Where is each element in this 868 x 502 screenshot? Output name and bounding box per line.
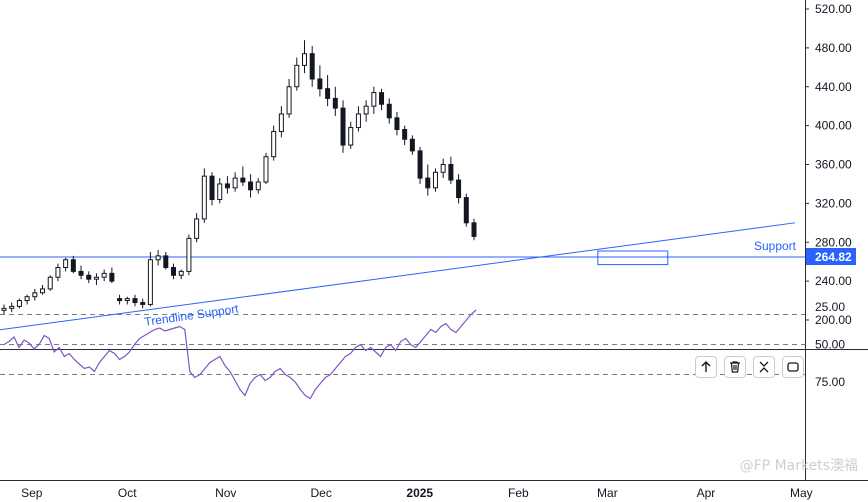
- candle-body: [47, 276, 53, 290]
- candle-body: [194, 218, 200, 239]
- price-tick-label: 400.00: [815, 119, 852, 133]
- candle-body: [101, 272, 107, 278]
- price-tick-label: 480.00: [815, 41, 852, 55]
- price-tick-label: 360.00: [815, 158, 852, 172]
- candle-body: [317, 78, 323, 90]
- candle-body: [294, 64, 300, 88]
- time-axis-label: May: [790, 486, 813, 500]
- maximize-icon[interactable]: [782, 356, 804, 378]
- collapse-icon[interactable]: [753, 356, 775, 378]
- price-highlight-box: [597, 250, 669, 266]
- candle-body: [371, 92, 377, 107]
- candle-body: [78, 270, 84, 276]
- price-label-background: [806, 248, 856, 266]
- time-axis-label: Oct: [118, 486, 137, 500]
- candle-body: [209, 175, 215, 200]
- candle-body: [117, 298, 123, 302]
- support-label: Support: [754, 239, 797, 253]
- candle-body: [386, 103, 392, 119]
- candle-body: [402, 129, 408, 140]
- candle-body: [63, 259, 69, 269]
- price-label: 264.82: [815, 250, 852, 264]
- candle-body: [40, 288, 46, 294]
- trash-icon[interactable]: [724, 356, 746, 378]
- candle-body: [379, 92, 385, 105]
- candle-body: [217, 183, 223, 200]
- candle-body: [147, 259, 153, 305]
- price-tick-label: 320.00: [815, 196, 852, 210]
- candle-body: [425, 177, 431, 189]
- candle-body: [348, 127, 354, 146]
- price-tick-label: 520.00: [815, 2, 852, 16]
- candle-body: [163, 255, 169, 269]
- candle-body: [24, 296, 30, 302]
- candle-body: [363, 105, 369, 115]
- candle-body: [186, 237, 192, 272]
- candle-body: [271, 130, 277, 158]
- candle-body: [325, 88, 331, 99]
- time-axis-label: Nov: [215, 486, 236, 500]
- rsi-line: [3, 309, 477, 400]
- candle-body: [332, 97, 338, 109]
- candle-body: [32, 292, 38, 298]
- candle-body: [432, 171, 438, 189]
- candle-body: [248, 181, 254, 191]
- candle-body: [340, 107, 346, 146]
- candle-body: [301, 53, 307, 66]
- price-tick-label: 240.00: [815, 274, 852, 288]
- candle-body: [263, 156, 269, 183]
- rsi-tick-label: 25.00: [815, 300, 845, 314]
- candle-body: [1, 307, 7, 311]
- rsi-tick-label: 75.00: [815, 375, 845, 389]
- candle-body: [440, 164, 446, 173]
- time-axis-label: Feb: [508, 486, 529, 500]
- candle-body: [417, 150, 423, 179]
- trendline-label: Trendline Support: [143, 301, 240, 328]
- candle-body: [178, 270, 184, 276]
- candle-body: [448, 164, 454, 181]
- candle-body: [201, 175, 207, 220]
- candle-body: [278, 113, 284, 132]
- candle-body: [224, 183, 230, 189]
- price-tick-label: 440.00: [815, 80, 852, 94]
- arrow-up-icon[interactable]: [695, 356, 717, 378]
- candle-body: [240, 177, 246, 183]
- candle-body: [409, 138, 415, 152]
- candle-body: [456, 179, 462, 199]
- candle-body: [55, 267, 61, 278]
- time-axis-label: 2025: [406, 486, 433, 500]
- candle-body: [394, 117, 400, 131]
- rsi-tick-label: 50.00: [815, 338, 845, 352]
- candle-body: [171, 267, 177, 276]
- candle-body: [463, 197, 469, 224]
- candle-body: [471, 222, 477, 237]
- time-axis-label: Sep: [21, 486, 43, 500]
- candle-body: [309, 53, 315, 80]
- time-axis-label: Apr: [697, 486, 716, 500]
- candle-body: [124, 298, 130, 302]
- candle-body: [109, 272, 115, 282]
- price-tick-label: 280.00: [815, 235, 852, 249]
- candle-body: [155, 255, 161, 261]
- candle-body: [232, 177, 238, 189]
- watermark: @FP Markets澳福: [739, 458, 858, 474]
- trendline: [0, 222, 796, 331]
- time-axis-label: Mar: [597, 486, 618, 500]
- candle-body: [255, 181, 261, 191]
- candle-body: [140, 302, 146, 305]
- candle-body: [355, 113, 361, 129]
- candle-body: [86, 274, 92, 280]
- candle-body: [132, 298, 138, 304]
- price-tick-label: 200.00: [815, 313, 852, 327]
- time-axis-label: Dec: [311, 486, 332, 500]
- candle-body: [286, 86, 292, 115]
- candle-body: [70, 259, 76, 272]
- candle-body: [9, 305, 15, 309]
- candle-body: [16, 300, 22, 307]
- candle-body: [93, 276, 99, 280]
